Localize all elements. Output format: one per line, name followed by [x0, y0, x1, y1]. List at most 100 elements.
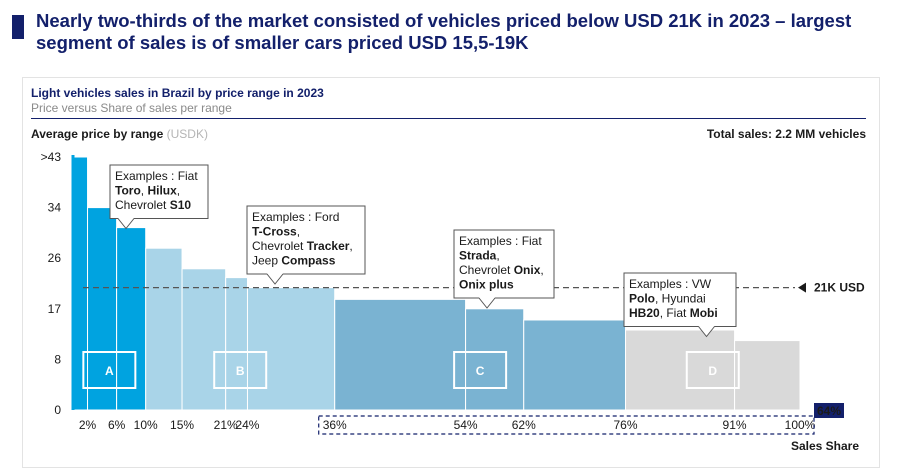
callout-line: Examples : Fiat [115, 169, 198, 183]
x-tick-label: 36% [323, 418, 347, 432]
callout-pointer-outline [117, 218, 135, 230]
chart-title: Light vehicles sales in Brazil by price … [31, 86, 324, 100]
callout-box [109, 164, 209, 219]
callout-box [246, 205, 366, 275]
bar-12 [734, 340, 801, 411]
callout-line: Chevrolet Tracker, [252, 239, 353, 253]
callout-pointer-outline [266, 273, 284, 285]
callout-text-run: , [496, 249, 499, 263]
callout-text-run: , [540, 263, 543, 277]
callout-pointer-outline [478, 297, 496, 309]
bar-7 [246, 287, 336, 411]
callout-text-run: Examples : Fiat [115, 169, 198, 183]
x-tick-label: 54% [454, 418, 478, 432]
callout-text-run: Chevrolet [459, 263, 514, 277]
callout-text-run: Tracker [307, 239, 350, 253]
bar-9 [465, 308, 525, 411]
y-tick-label: 0 [54, 403, 61, 417]
y-tick-label: 17 [48, 302, 62, 316]
segment-box-c [453, 351, 508, 389]
page-title: Nearly two-thirds of the market consiste… [36, 10, 852, 53]
bar-4 [145, 247, 183, 411]
chart-subtitle: Price versus Share of sales per range [31, 101, 232, 115]
x-tick-label: 100% [785, 418, 816, 432]
callout-text-run: Compass [281, 254, 335, 268]
callout-text-run: , [141, 184, 148, 198]
y-tick-label: >43 [41, 150, 62, 164]
segment-label-a: A [105, 364, 114, 378]
callout-text-run: Strada [459, 249, 497, 263]
segment-box-a [82, 351, 137, 389]
callout-text-run: , Fiat [660, 306, 690, 320]
y-tick-label: 8 [54, 352, 61, 366]
x-tick-label: 10% [134, 418, 158, 432]
callout-line: Strada, [459, 249, 500, 263]
callout-line: Toro, Hilux, [115, 184, 180, 198]
callout-text-run: , [349, 239, 352, 253]
x-axis-title: Sales Share [791, 439, 859, 453]
y-axis-unit: (USDK) [166, 127, 208, 141]
segment-box-b [213, 351, 268, 389]
callout-line: Polo, Hyundai [629, 292, 706, 306]
x-tick-label: 2% [79, 418, 97, 432]
callout-line: Examples : Ford [252, 210, 339, 224]
callout-box [623, 272, 737, 327]
callout-text-run: HB20 [629, 306, 660, 320]
callout-text-run: , [297, 225, 300, 239]
callout-text-run: Jeep [252, 254, 281, 268]
chart-panel [22, 77, 880, 468]
total-sales: Total sales: 2.2 MM vehicles [706, 127, 866, 141]
bar-3 [116, 227, 147, 411]
x-tick-label: 91% [723, 418, 747, 432]
callout-text-run: , [177, 184, 180, 198]
x-tick-label: 76% [614, 418, 638, 432]
title-accent-bar [12, 15, 24, 39]
bar-5 [181, 268, 227, 411]
callout-line: Chevrolet S10 [115, 198, 191, 212]
bar-10 [523, 319, 627, 411]
callout-text-run: Onix plus [459, 278, 514, 292]
segment-label-d: D [708, 364, 717, 378]
callout-pointer [479, 297, 495, 308]
callout-text-run: Examples : Ford [252, 210, 339, 224]
y-tick-label: 26 [48, 251, 62, 265]
y-axis-label: Average price by range (USDK) [31, 127, 208, 141]
callout-text-run: Chevrolet [252, 239, 307, 253]
callout-box [453, 229, 555, 299]
x-tick-label: 15% [170, 418, 194, 432]
x-tick-label: 21% [214, 418, 238, 432]
bar-8 [334, 298, 467, 411]
callout-text-run: Mobi [690, 306, 718, 320]
segment-label-b: B [236, 364, 245, 378]
callout-pointer [118, 218, 134, 229]
x-tick-label: 6% [108, 418, 126, 432]
bar-2 [87, 207, 118, 411]
segment-label-c: C [476, 364, 485, 378]
sales-bracket [318, 415, 815, 435]
callout-line: T-Cross, [252, 225, 300, 239]
bracket-badge [814, 403, 844, 418]
callout-text-run: Examples : VW [629, 277, 712, 291]
y-tick-label: 34 [48, 201, 62, 215]
callout-text-run: , Hyundai [655, 292, 706, 306]
callout-text-run: Chevrolet [115, 198, 170, 212]
reference-arrow-icon [798, 282, 806, 293]
callout-line: Jeep Compass [252, 254, 336, 268]
x-tick-label: 62% [512, 418, 536, 432]
callout-pointer [698, 326, 715, 337]
callout-text-run: S10 [170, 198, 192, 212]
bar-11 [625, 329, 736, 411]
bar-6 [225, 277, 248, 411]
callout-pointer [267, 273, 283, 284]
segment-box-d [685, 351, 740, 389]
callout-text-run: Hilux [147, 184, 177, 198]
callout-line: HB20, Fiat Mobi [629, 306, 718, 320]
callout-text-run: Onix [514, 263, 541, 277]
callout-text-run: Toro [115, 184, 141, 198]
callout-text-run: T-Cross [252, 225, 297, 239]
x-tick-label: 24% [235, 418, 259, 432]
callout-text-run: Examples : Fiat [459, 234, 542, 248]
bracket-label: 64% [817, 404, 841, 418]
callout-line: Chevrolet Onix, [459, 263, 544, 277]
